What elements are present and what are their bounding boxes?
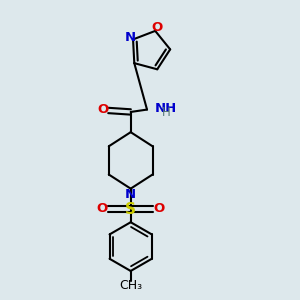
Text: O: O: [98, 103, 109, 116]
Text: H: H: [161, 106, 170, 119]
Text: O: O: [151, 21, 162, 34]
Text: O: O: [153, 202, 164, 215]
Text: N: N: [125, 188, 136, 201]
Text: N: N: [125, 32, 136, 44]
Text: NH: NH: [154, 102, 177, 115]
Text: S: S: [125, 202, 136, 217]
Text: CH₃: CH₃: [119, 279, 142, 292]
Text: O: O: [97, 202, 108, 215]
